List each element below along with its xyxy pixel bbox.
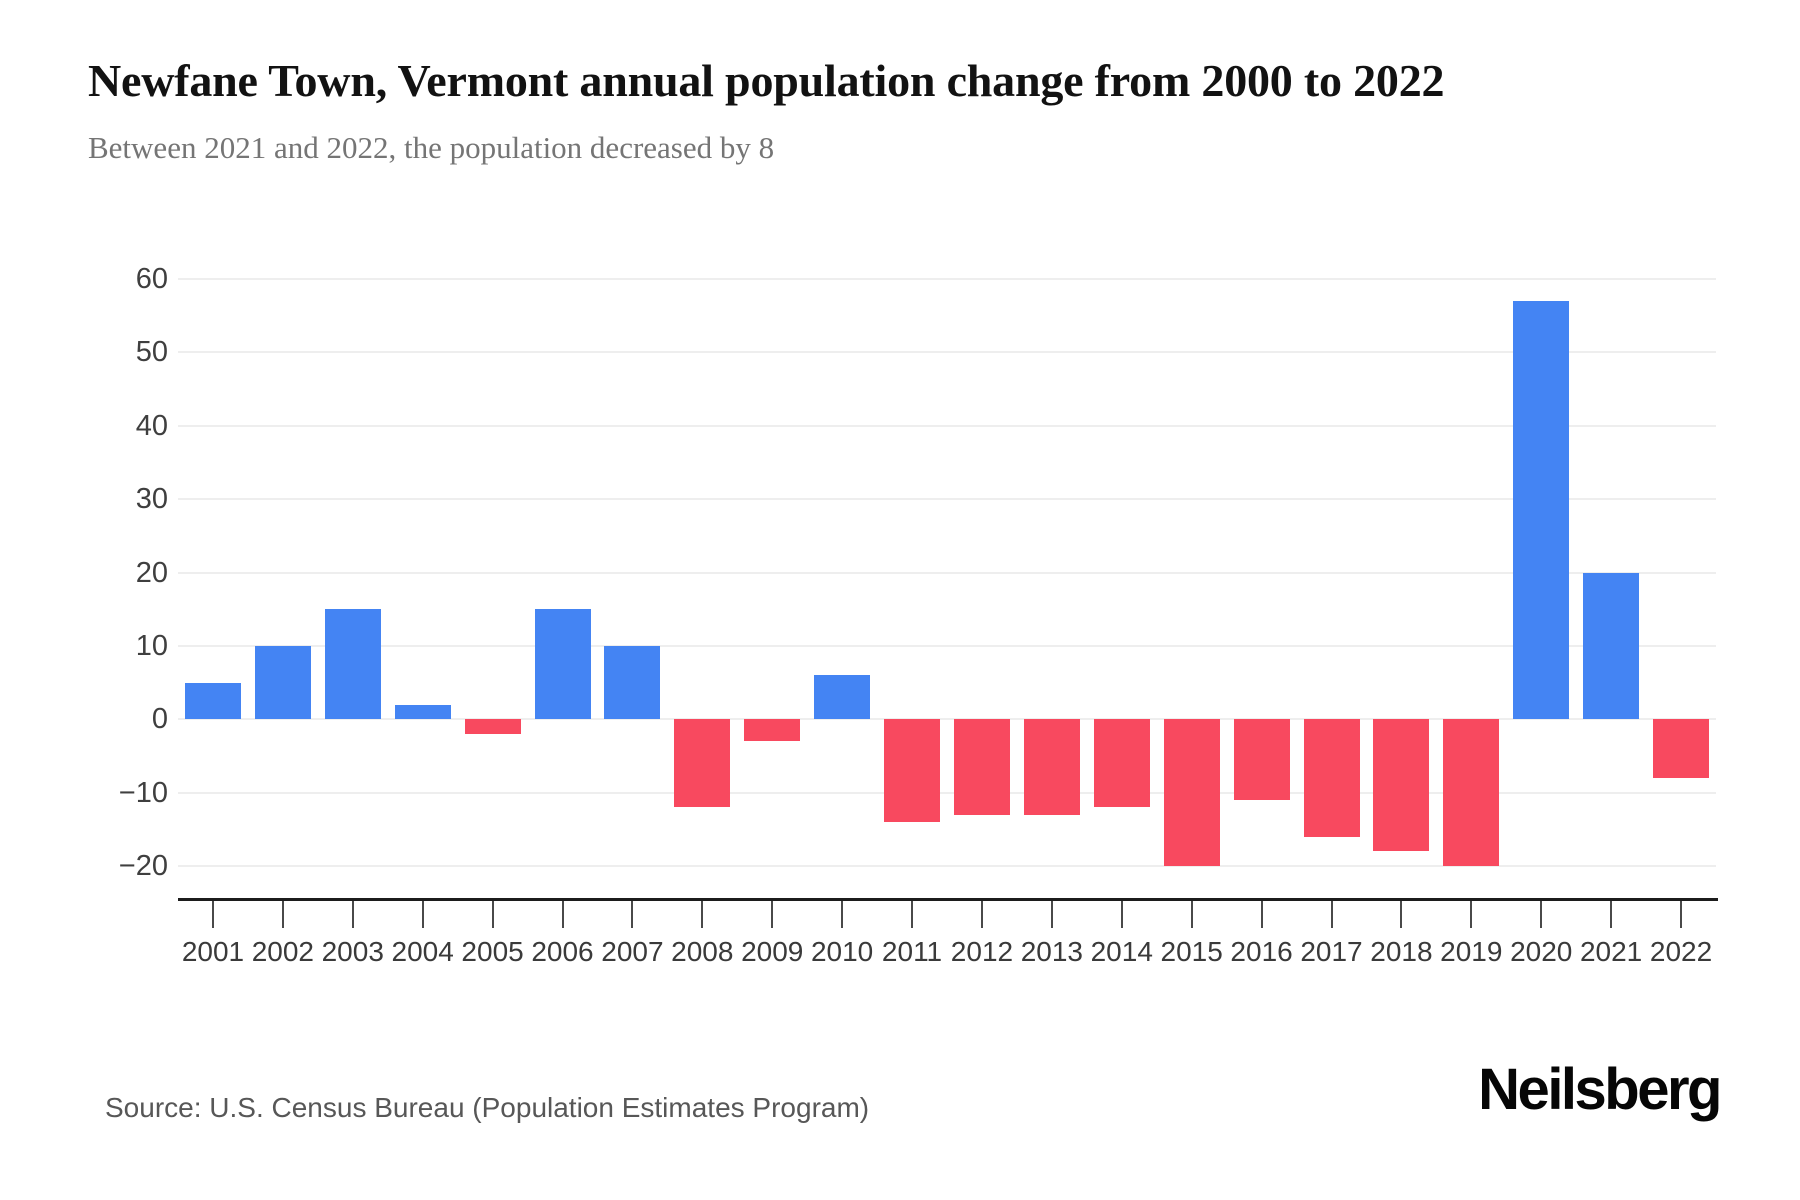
- y-tick-label-30: 30: [135, 483, 168, 516]
- chart-subtitle: Between 2021 and 2022, the population de…: [88, 130, 775, 165]
- gridline-y-10: [178, 644, 1716, 647]
- x-tick-label-2002: 2002: [251, 936, 314, 967]
- x-tick-label-2022: 2022: [1649, 936, 1713, 967]
- x-tick-2011: [911, 901, 914, 928]
- x-tick-2015: [1190, 901, 1193, 928]
- neilsberg-logo: Neilsberg: [1478, 1057, 1722, 1122]
- x-tick-label-2004: 2004: [391, 936, 454, 967]
- x-tick-2006: [561, 901, 564, 928]
- x-tick-2004: [421, 901, 424, 928]
- x-tick-label-2014: 2014: [1090, 936, 1153, 967]
- bar-2005: [464, 719, 521, 734]
- x-tick-2020: [1540, 901, 1543, 928]
- x-tick-2021: [1610, 901, 1613, 928]
- bar-2008: [674, 719, 731, 808]
- bar-2012: [953, 719, 1010, 815]
- x-tick-label-2017: 2017: [1300, 936, 1363, 967]
- y-tick-label-40: 40: [135, 409, 168, 442]
- x-tick-2012: [980, 901, 983, 928]
- y-tick-label-0: 0: [151, 703, 168, 736]
- x-tick-2013: [1050, 901, 1053, 928]
- x-axis-line: [178, 898, 1718, 901]
- x-tick-label-2020: 2020: [1510, 936, 1573, 967]
- bar-2002: [254, 645, 311, 720]
- chart-title: Newfane Town, Vermont annual population …: [88, 55, 1445, 106]
- gridline-y-40: [178, 424, 1716, 427]
- gridline-y-50: [178, 351, 1716, 354]
- bar-2009: [744, 719, 801, 742]
- bar-2010: [814, 675, 871, 720]
- source-note: Source: U.S. Census Bureau (Population E…: [105, 1092, 870, 1123]
- gridline-y--10: [178, 791, 1716, 794]
- x-tick-label-2007: 2007: [601, 936, 664, 967]
- gridline-y-60: [178, 278, 1716, 280]
- bar-2022: [1653, 719, 1710, 778]
- x-tick-label-2003: 2003: [321, 936, 384, 967]
- x-tick-label-2008: 2008: [671, 936, 734, 967]
- y-tick-label-20: 20: [135, 556, 168, 589]
- bar-2016: [1233, 719, 1290, 800]
- x-tick-2002: [281, 901, 284, 928]
- bar-2003: [324, 609, 381, 720]
- bar-2004: [394, 704, 451, 720]
- x-tick-label-2006: 2006: [531, 936, 594, 967]
- x-tick-2014: [1120, 901, 1123, 928]
- x-tick-2019: [1470, 901, 1473, 928]
- x-tick-2001: [211, 901, 214, 928]
- x-tick-2005: [491, 901, 494, 928]
- gridline-y--20: [178, 865, 1716, 867]
- gridline-y-30: [178, 498, 1716, 501]
- y-tick-label-10: 10: [135, 629, 168, 662]
- x-tick-label-2013: 2013: [1020, 936, 1083, 967]
- gridline-y-20: [178, 571, 1716, 574]
- x-tick-label-2012: 2012: [950, 936, 1014, 967]
- gridline-y-0: [178, 718, 1716, 721]
- x-tick-label-2018: 2018: [1370, 936, 1433, 967]
- bar-2019: [1443, 719, 1500, 866]
- x-tick-2003: [351, 901, 354, 928]
- x-tick-2008: [701, 901, 704, 928]
- x-tick-label-2009: 2009: [741, 936, 804, 967]
- x-tick-2022: [1680, 901, 1683, 928]
- bar-2014: [1093, 719, 1150, 808]
- bar-2001: [184, 682, 241, 720]
- plot-area: [178, 278, 1716, 867]
- x-axis-labels: 2001 2002 2003 2004 2005 2006 2007 2008 2009 2010…: [178, 936, 1716, 970]
- bar-2020: [1513, 301, 1570, 720]
- x-axis-ticks: [178, 901, 1716, 928]
- bar-2017: [1303, 719, 1360, 837]
- bar-2018: [1373, 719, 1430, 852]
- bar-2011: [884, 719, 941, 822]
- x-tick-2016: [1260, 901, 1263, 928]
- y-tick-label-60: 60: [135, 263, 168, 295]
- x-tick-label-2019: 2019: [1440, 936, 1503, 967]
- x-tick-2017: [1330, 901, 1333, 928]
- x-tick-2009: [771, 901, 774, 928]
- bar-2007: [604, 645, 661, 720]
- x-tick-2018: [1400, 901, 1403, 928]
- bar-2015: [1163, 719, 1220, 866]
- x-tick-label-2005: 2005: [461, 936, 524, 967]
- x-tick-label-2011: 2011: [881, 936, 943, 967]
- bar-2013: [1023, 719, 1080, 815]
- x-tick-label-2021: 2021: [1579, 936, 1643, 967]
- y-tick-label--20: −20: [118, 850, 168, 882]
- x-tick-2010: [841, 901, 844, 928]
- x-tick-2007: [631, 901, 634, 928]
- y-tick-label--10: −10: [118, 776, 168, 809]
- bar-2021: [1583, 572, 1640, 720]
- x-tick-label-2010: 2010: [810, 936, 874, 967]
- x-tick-label-2015: 2015: [1160, 936, 1223, 967]
- x-tick-label-2001: 2001: [181, 936, 245, 967]
- bar-2006: [534, 609, 591, 720]
- x-tick-label-2016: 2016: [1230, 936, 1293, 967]
- y-tick-label-50: 50: [135, 336, 168, 369]
